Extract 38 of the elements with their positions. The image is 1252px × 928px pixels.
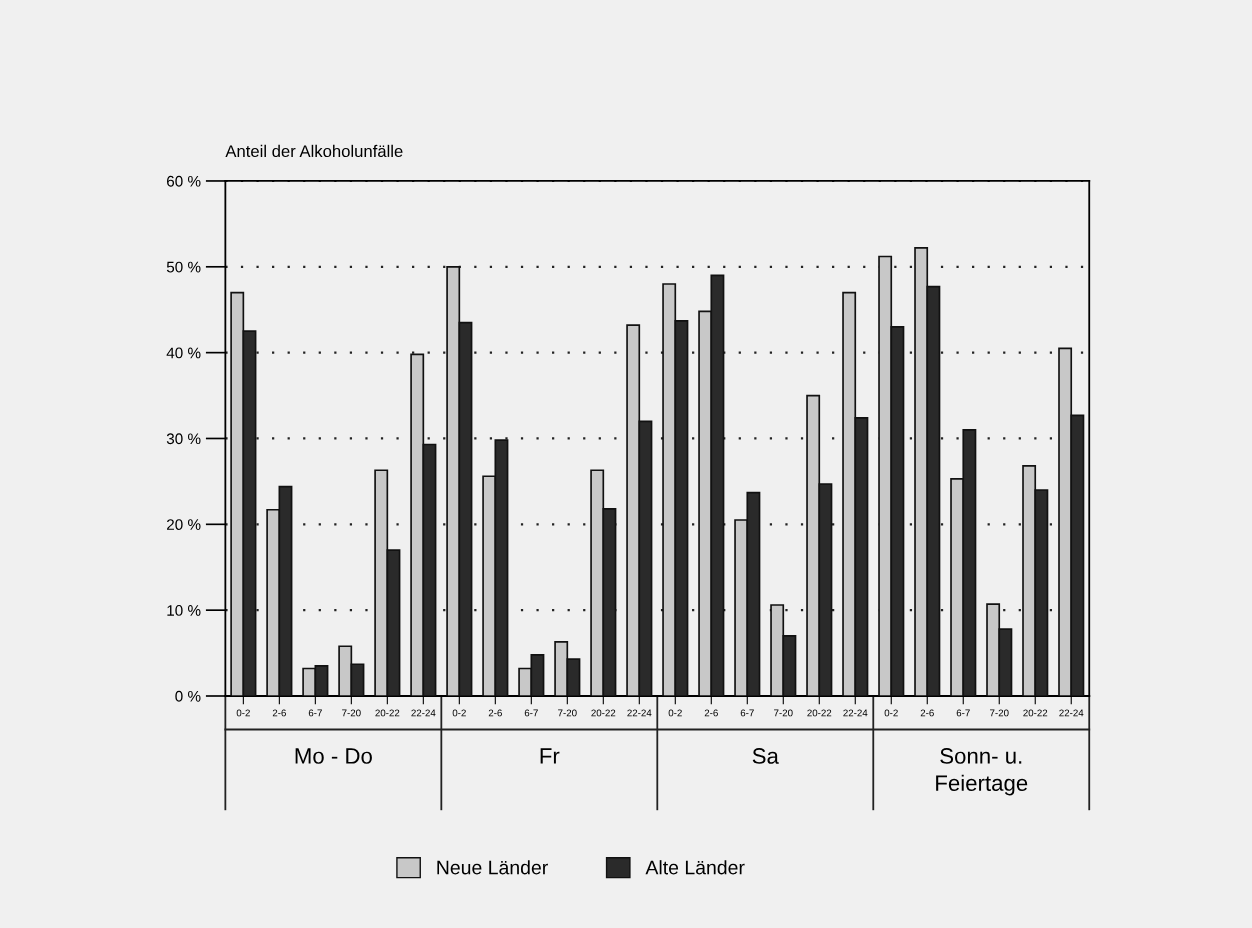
x-tick-label: 0-2 <box>236 709 250 717</box>
x-tick-label: 7-20 <box>990 709 1009 717</box>
x-tick-label: 6-7 <box>956 709 970 717</box>
x-tick-label: 20-22 <box>807 709 832 717</box>
x-tick-label: 22-24 <box>627 709 652 717</box>
text: Sonn- u. Feiertage <box>936 748 1028 796</box>
x-tick-label: 7-20 <box>774 709 793 717</box>
x-tick-label: 0-2 <box>884 709 898 717</box>
y-tick-label: 50 % <box>166 261 201 273</box>
y-tick-label: 20 % <box>167 519 201 531</box>
y-tick-label: 60 % <box>167 175 201 187</box>
x-tick-label: 6-7 <box>740 709 754 717</box>
x-tick-label: 2-6 <box>488 709 502 717</box>
y-tick-label: 0 % <box>175 690 201 702</box>
x-tick-label: 20-22 <box>591 709 616 717</box>
text: Sa <box>752 748 779 764</box>
text: Fr <box>540 748 560 764</box>
x-tick-label: 0-2 <box>668 709 682 717</box>
y-axis-title: Anteil der Alkoholunfälle <box>225 144 403 158</box>
x-tick-label: 6-7 <box>308 709 322 717</box>
x-tick-label: 20-22 <box>375 709 400 717</box>
x-tick-label: 0-2 <box>452 709 466 717</box>
x-tick-label: 2-6 <box>272 709 286 717</box>
x-tick-label: 7-20 <box>342 709 361 717</box>
x-tick-label: 22-24 <box>1059 709 1084 717</box>
x-tick-label: 7-20 <box>558 709 577 717</box>
y-tick-label: 40 % <box>166 347 201 359</box>
x-tick-label: 20-22 <box>1023 709 1048 717</box>
x-tick-label: 6-7 <box>524 709 538 717</box>
legend-label: Alte Länder <box>645 860 745 875</box>
text: Mo - Do <box>295 748 372 764</box>
x-tick-label: 22-24 <box>843 709 868 717</box>
x-tick-label: 2-6 <box>704 709 718 717</box>
y-tick-label: 30 % <box>166 433 201 445</box>
x-tick-label: 2-6 <box>920 709 934 717</box>
x-tick-label: 22-24 <box>411 709 436 717</box>
y-tick-label: 10 % <box>167 605 201 616</box>
legend-label: Neue Länder <box>437 860 548 875</box>
